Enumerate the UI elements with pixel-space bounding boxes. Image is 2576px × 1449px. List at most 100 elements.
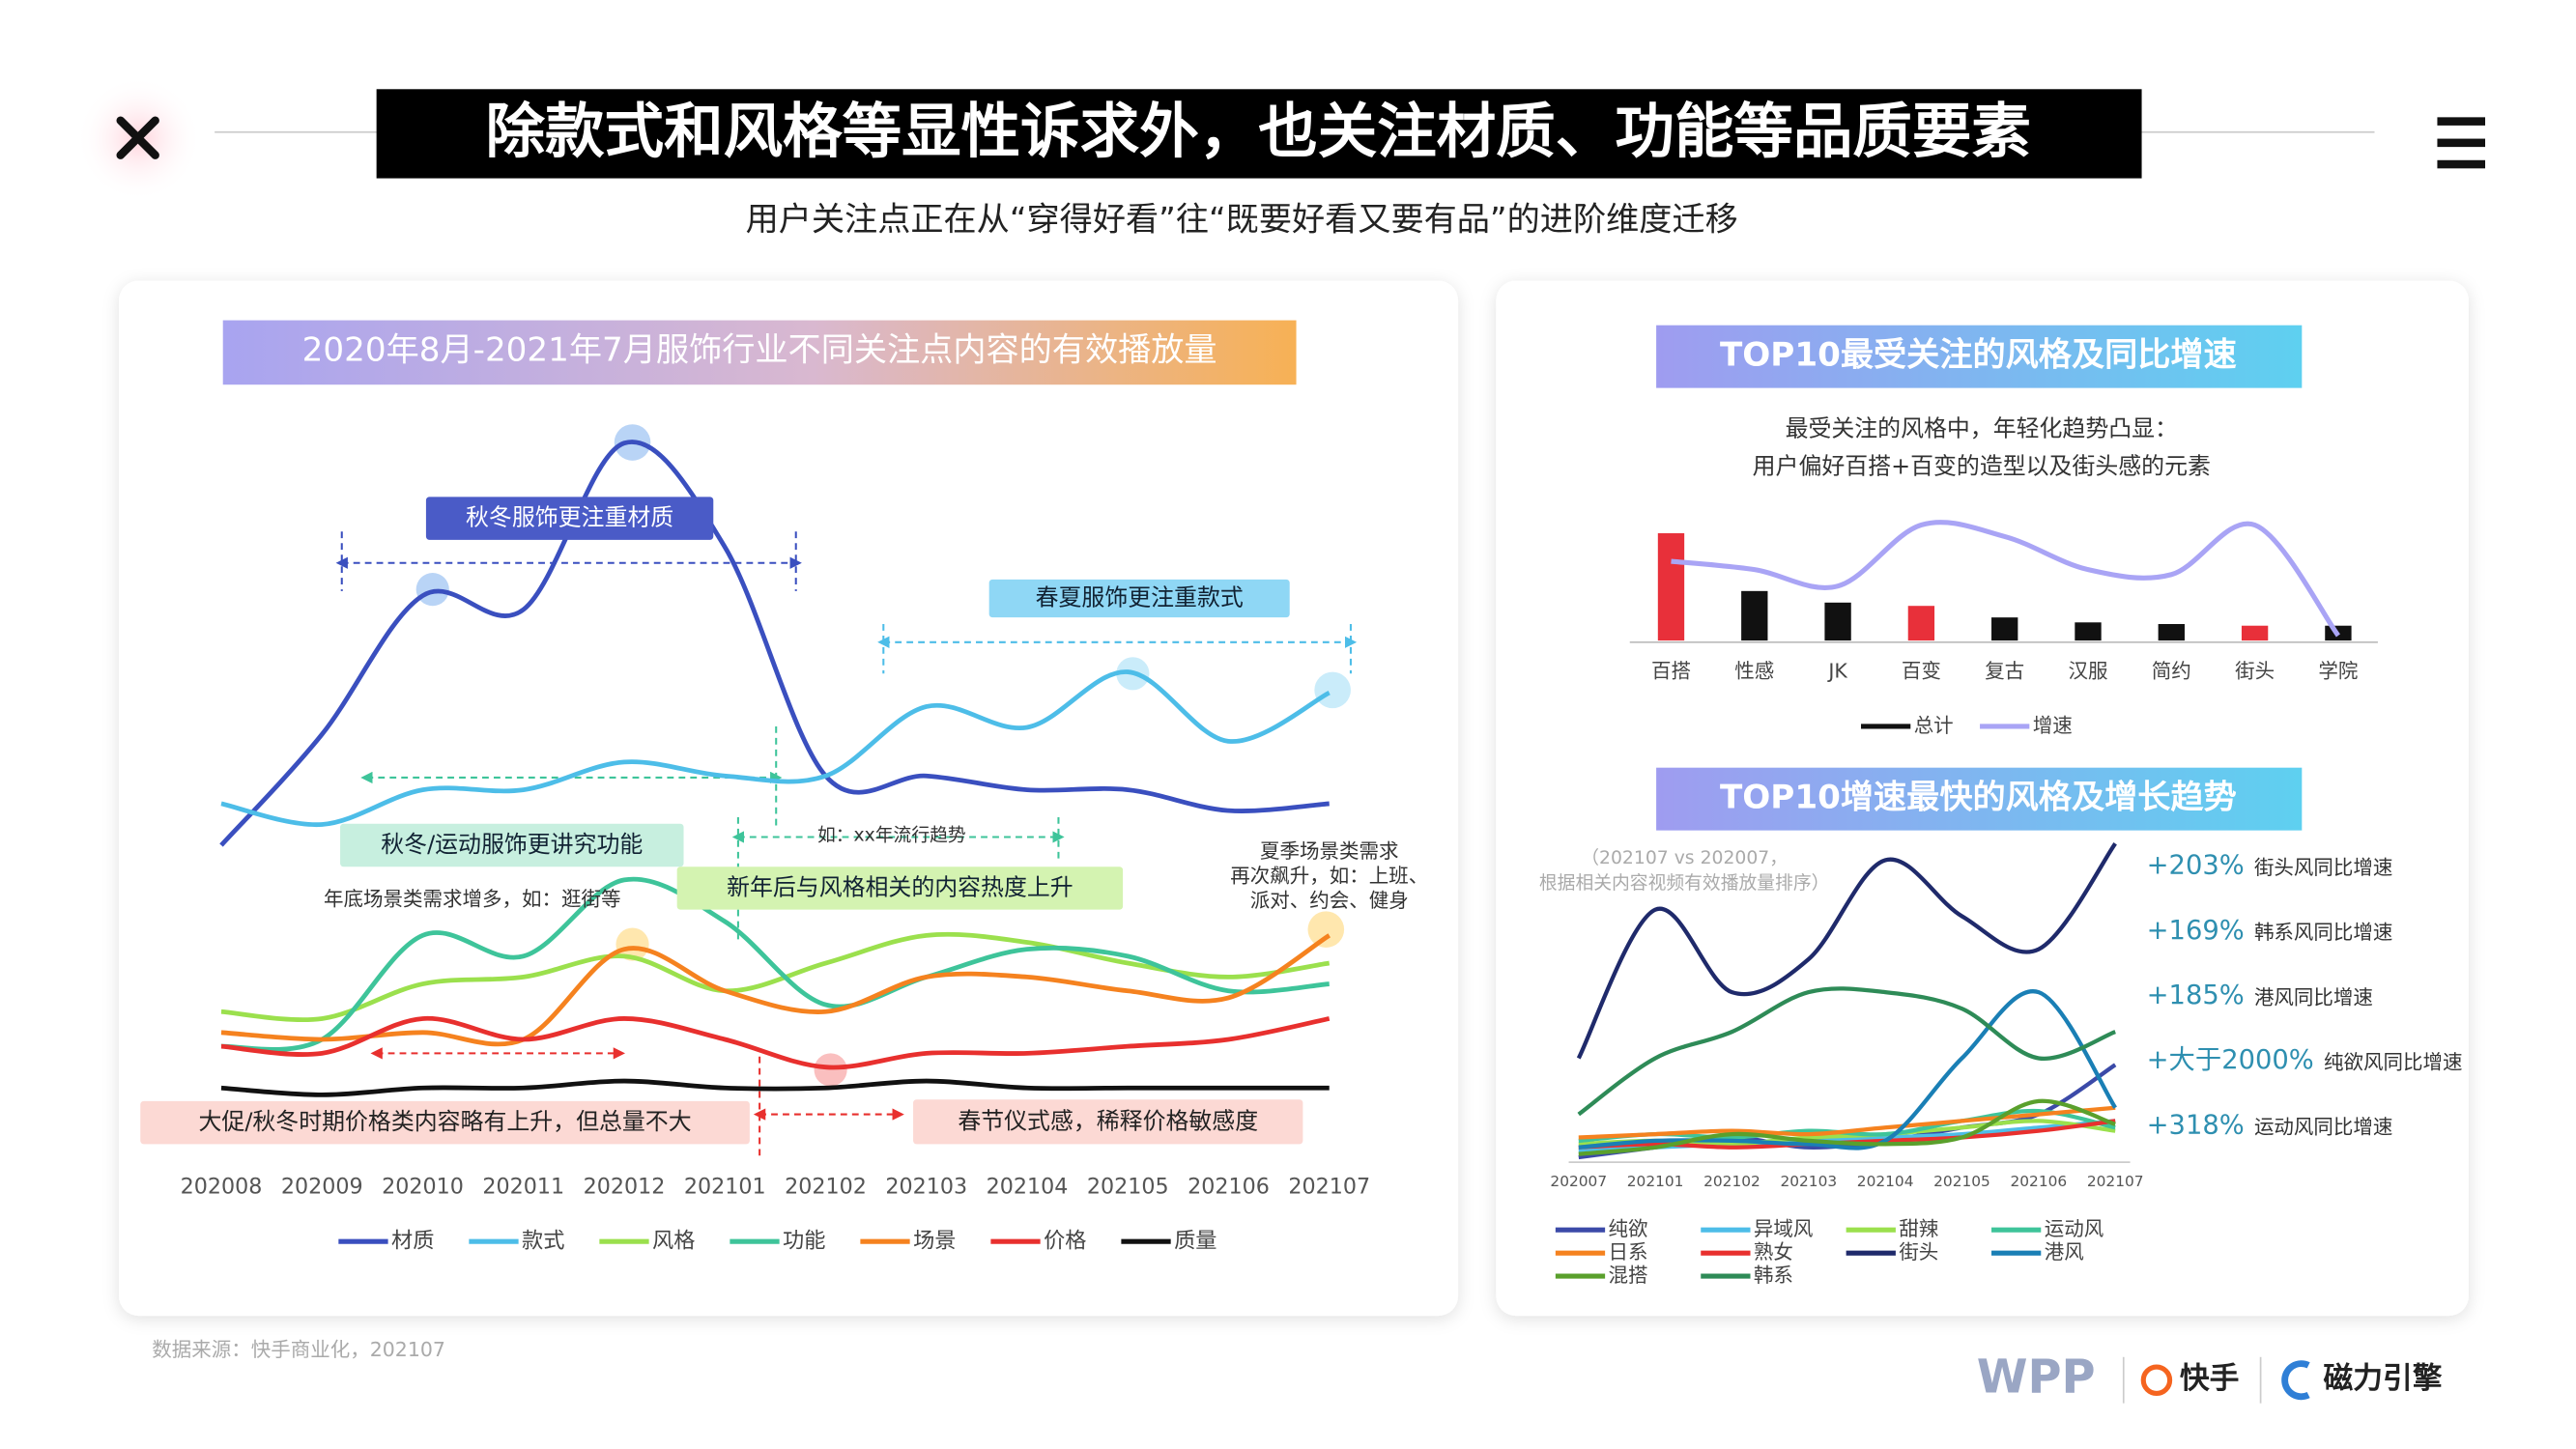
bar [2158,624,2185,641]
x-tick-label: 性感 [1734,660,1774,683]
annotation: 夏季场景类需求 [1260,839,1399,863]
chart-note: 根据相关内容视频有效播放量排序） [1539,872,1829,894]
chart-subtitle: 用户偏好百搭+百变的造型以及街头感的元素 [1753,453,2211,480]
legend-label: 总计 [1914,714,1954,737]
x-tick-label: 202102 [1703,1173,1760,1190]
chart-subtitle: 最受关注的风格中，年轻化趋势凸显： [1786,414,2178,441]
annotation: 如：xx年流行趋势 [817,824,966,845]
x-tick-label: 复古 [1985,660,2024,683]
chart-title: TOP10增速最快的风格及增长趋势 [1720,779,2237,817]
series-line [1576,842,2117,1060]
x-tick-label: 202009 [281,1174,363,1199]
x-tick-label: 202012 [584,1174,666,1199]
annotation-box [340,823,684,867]
legend-label: 港风 [2045,1240,2084,1264]
series-line [1671,520,2340,638]
logo: 快手 [2180,1361,2240,1396]
title-box [376,89,2142,179]
chart-title-bar [222,320,1297,385]
x-tick-label: 汉服 [2068,660,2107,683]
x-tick-label: 学院 [2318,660,2358,683]
series-line [219,440,1330,847]
x-tick-label: 202107 [2087,1173,2144,1190]
annotation: 新年后与风格相关的内容热度上升 [727,873,1073,900]
legend-label: 熟女 [1754,1240,1793,1264]
series-line [220,669,1331,827]
menu-icon[interactable] [2437,117,2486,169]
left-card [119,280,1459,1317]
x-tick-label: 202107 [1288,1174,1370,1199]
legend-label: 风格 [652,1229,695,1254]
x-tick-label: 街头 [2235,660,2275,683]
series-line [1577,986,2116,1117]
logo-icon [2281,1360,2310,1401]
growth-label: 街头风同比增速 [2254,856,2393,879]
annotation: 年底场景类需求增多，如：逛街等 [324,887,620,910]
x-tick-label: 202103 [1780,1173,1837,1190]
x-tick-label: 202106 [2010,1173,2067,1190]
x-tick-label: JK [1826,660,1847,683]
bar [1824,602,1851,641]
legend-label: 甜辣 [1899,1217,1939,1240]
x-tick-label: 202010 [382,1174,464,1199]
legend-label: 异域风 [1754,1217,1813,1240]
legend-label: 街头 [1899,1240,1938,1264]
bar [1907,606,1935,641]
x-tick-label: 202105 [1087,1174,1169,1199]
growth-value: +169% [2147,916,2245,946]
bar [1991,617,2018,641]
legend-label: 混搭 [1609,1264,1648,1287]
growth-label: 运动风同比增速 [2254,1116,2393,1139]
bar [2241,625,2269,641]
legend-label: 场景 [913,1229,956,1254]
annotation: 派对、约会、健身 [1250,889,1409,912]
series-line [220,1016,1331,1070]
growth-label: 韩系风同比增速 [2254,921,2393,944]
growth-label: 港风同比增速 [2254,985,2373,1009]
annotation: 秋冬/运动服饰更讲究功能 [381,831,643,858]
chart-note: （202107 vs 202007， [1581,847,1788,868]
logo-icon [2140,1364,2173,1396]
slide-subtitle: 用户关注点正在从“穿得好看”往“既要好看又要有品”的进阶维度迁移 [746,201,1738,240]
annotation-box [913,1099,1303,1145]
logo: WPP [1977,1351,2096,1405]
annotation-box [676,867,1124,910]
legend-label: 质量 [1174,1229,1216,1254]
annotation-box [140,1100,750,1145]
annotation-box [988,579,1290,618]
x-tick-label: 202105 [1933,1173,1990,1190]
x-tick-label: 202103 [885,1174,967,1199]
chart-title-bar [1656,767,2303,831]
annotation: 大促/秋冬时期价格类内容略有上升，但总量不大 [199,1108,692,1135]
legend-label: 价格 [1044,1229,1086,1254]
legend-label: 增速 [2033,714,2073,737]
legend-label: 材质 [391,1229,434,1254]
legend-label: 功能 [783,1229,825,1254]
x-tick-label: 202008 [181,1174,263,1199]
x-tick-label: 202101 [684,1174,766,1199]
bar [1741,590,1768,641]
series-line [220,1078,1330,1097]
legend-label: 纯欲 [1609,1217,1648,1240]
source: 数据来源：快手商业化，202107 [152,1338,445,1361]
series-line [1578,1098,2116,1156]
growth-value: +185% [2147,980,2245,1010]
annotation: 春夏服饰更注重款式 [1036,584,1244,611]
annotation: 再次飙升，如：上班、 [1230,864,1428,887]
series-line [220,931,1331,1023]
annotation-box [425,497,714,540]
growth-value: +203% [2147,851,2245,881]
legend-label: 款式 [522,1229,564,1254]
annotation: 春节仪式感，稀释价格敏感度 [958,1107,1258,1134]
growth-value: +318% [2147,1110,2245,1140]
close-icon[interactable] [116,116,159,159]
chart-title-bar [1656,325,2303,388]
x-tick-label: 202104 [1857,1173,1914,1190]
legend-label: 运动风 [2045,1217,2104,1240]
series-line [220,933,1331,1047]
chart-title: TOP10最受关注的风格及同比增速 [1720,336,2237,375]
x-tick-label: 百变 [1902,660,1941,683]
growth-value: +大于2000% [2147,1045,2314,1075]
